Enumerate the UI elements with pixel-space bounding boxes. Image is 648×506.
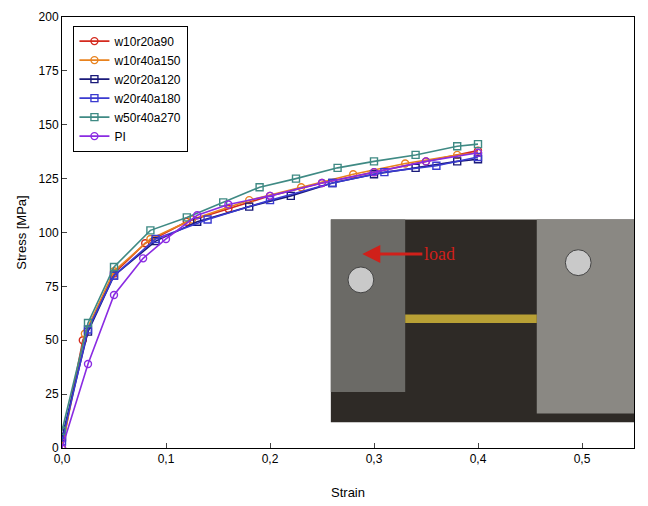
svg-text:100: 100 [39, 226, 59, 240]
svg-text:w20r40a180: w20r40a180 [113, 92, 180, 106]
svg-text:0,0: 0,0 [54, 452, 71, 466]
svg-text:150: 150 [39, 118, 59, 132]
svg-text:load: load [424, 244, 455, 264]
svg-text:0,1: 0,1 [158, 452, 175, 466]
svg-text:w50r40a270: w50r40a270 [113, 111, 180, 125]
svg-text:Stress [MPa]: Stress [MPa] [14, 195, 29, 269]
svg-text:w20r20a120: w20r20a120 [113, 73, 180, 87]
svg-text:75: 75 [45, 280, 59, 294]
svg-text:w10r20a90: w10r20a90 [113, 35, 174, 49]
svg-text:0,3: 0,3 [366, 452, 383, 466]
svg-text:50: 50 [45, 333, 59, 347]
svg-text:175: 175 [39, 64, 59, 78]
svg-text:25: 25 [45, 387, 59, 401]
svg-text:200: 200 [39, 10, 59, 24]
svg-text:0: 0 [52, 441, 59, 455]
svg-text:0,2: 0,2 [262, 452, 279, 466]
svg-text:PI: PI [114, 130, 125, 144]
svg-text:0,4: 0,4 [470, 452, 487, 466]
svg-text:Strain: Strain [331, 485, 365, 500]
svg-text:125: 125 [39, 172, 59, 186]
svg-text:0,5: 0,5 [574, 452, 591, 466]
svg-text:w10r40a150: w10r40a150 [113, 54, 180, 68]
